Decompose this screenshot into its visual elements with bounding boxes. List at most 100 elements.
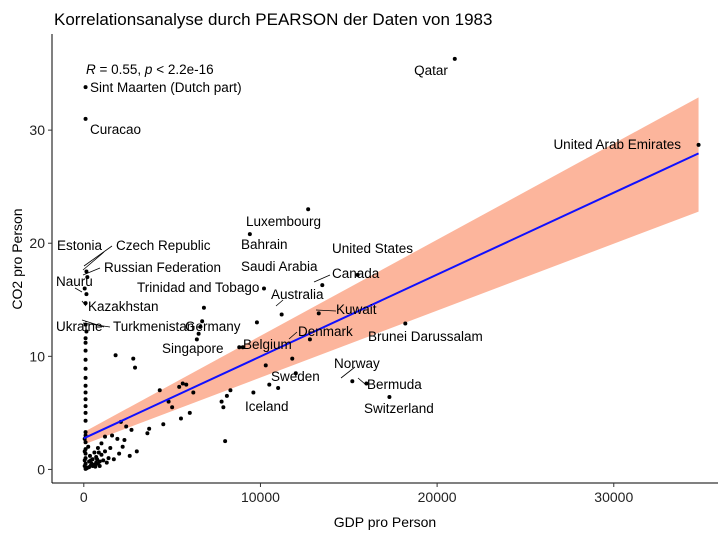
y-tick-label: 10 — [29, 348, 45, 364]
data-point — [124, 424, 129, 429]
data-point — [86, 444, 91, 449]
label-leader-line — [275, 299, 284, 307]
x-axis-title: GDP pro Person — [334, 514, 436, 530]
data-point — [237, 345, 242, 350]
point-label: Ukraine — [56, 319, 103, 334]
point-label: Germany — [185, 319, 241, 334]
point-label: Qatar — [414, 63, 448, 78]
point-label: Norway — [334, 356, 380, 371]
data-point — [108, 445, 113, 450]
data-point — [87, 459, 92, 464]
point-label: Brunei Darussalam — [368, 329, 483, 344]
data-point — [196, 331, 201, 336]
point-label: Switzerland — [364, 401, 434, 416]
data-point — [104, 460, 109, 465]
x-tick-label: 10000 — [241, 489, 280, 505]
data-point — [83, 390, 88, 395]
point-label: Belgium — [243, 337, 292, 352]
data-point — [221, 405, 226, 410]
data-point — [83, 383, 88, 388]
data-point — [403, 321, 408, 326]
data-point — [83, 366, 88, 371]
data-point — [93, 464, 98, 469]
data-point — [84, 269, 89, 274]
label-leader-line — [83, 245, 113, 267]
data-point — [111, 457, 116, 462]
data-point — [147, 426, 152, 431]
data-point — [83, 340, 88, 345]
data-point — [178, 416, 183, 421]
data-point — [84, 292, 89, 297]
data-point — [102, 434, 107, 439]
point-label: Denmark — [298, 324, 353, 339]
data-point — [83, 404, 88, 409]
r-value: = 0.55, — [96, 62, 145, 77]
label-leader-line — [82, 251, 105, 271]
data-point — [263, 363, 268, 368]
point-label: United Arab Emirates — [553, 137, 681, 152]
data-point — [83, 410, 88, 415]
x-tick-label: 0 — [80, 489, 88, 505]
data-point — [157, 388, 162, 393]
data-point — [131, 356, 136, 361]
data-point — [364, 381, 369, 386]
data-point — [320, 283, 325, 288]
data-point — [191, 390, 196, 395]
data-point — [134, 449, 139, 454]
data-point — [96, 450, 101, 455]
point-label: Luxembourg — [246, 214, 321, 229]
data-point — [223, 439, 228, 444]
point-label: Russian Federation — [104, 260, 221, 275]
data-point — [247, 232, 252, 237]
data-point — [290, 356, 295, 361]
point-label: Saudi Arabia — [241, 259, 318, 274]
data-point — [83, 348, 88, 353]
label-leader-line — [315, 309, 337, 312]
point-label: Estonia — [57, 238, 103, 253]
data-point — [200, 319, 205, 324]
data-point — [276, 385, 281, 390]
data-point — [83, 357, 88, 362]
label-leader-line — [340, 366, 356, 379]
y-axis-title: CO2 pro Person — [9, 208, 25, 309]
data-point — [115, 436, 120, 441]
data-point — [92, 450, 97, 455]
data-point — [251, 390, 256, 395]
data-point — [83, 375, 88, 380]
point-label: Sint Maarten (Dutch part) — [90, 80, 242, 95]
x-tick-label: 30000 — [594, 489, 633, 505]
data-point — [224, 393, 229, 398]
data-point — [95, 457, 100, 462]
data-point — [83, 440, 88, 445]
data-point — [293, 371, 298, 376]
data-point — [83, 85, 88, 90]
p-value: < 2.2e-16 — [152, 62, 213, 77]
data-point — [85, 275, 90, 280]
point-label: Singapore — [162, 341, 224, 356]
point-label: Bahrain — [241, 237, 288, 252]
data-point — [117, 451, 122, 456]
point-label: Nauru — [56, 274, 93, 289]
data-point — [240, 345, 245, 350]
point-label: Kazakhstan — [88, 299, 159, 314]
label-leader-line — [357, 377, 366, 385]
data-point — [184, 382, 189, 387]
data-point — [83, 336, 88, 341]
data-point — [161, 422, 166, 427]
data-point — [102, 449, 107, 454]
label-leader-line — [288, 331, 298, 340]
data-point — [82, 464, 87, 469]
label-leader-line — [74, 287, 83, 293]
data-point — [82, 449, 87, 454]
point-label: Czech Republic — [116, 238, 211, 253]
point-label: Sweden — [271, 369, 320, 384]
data-point — [452, 56, 457, 61]
data-point — [696, 142, 701, 147]
data-point — [254, 320, 259, 325]
data-point — [201, 305, 206, 310]
confidence-band — [83, 97, 699, 445]
point-label: Bermuda — [367, 377, 422, 392]
data-point — [97, 464, 102, 469]
